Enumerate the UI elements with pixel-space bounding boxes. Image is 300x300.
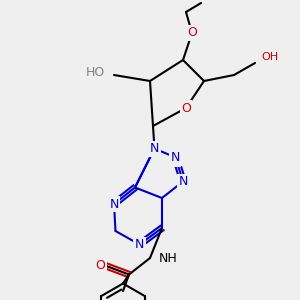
Text: O: O: [181, 101, 191, 115]
Text: N: N: [172, 151, 182, 164]
Text: O: O: [96, 259, 105, 272]
Text: OH: OH: [261, 52, 278, 62]
Text: N: N: [178, 175, 188, 188]
Text: HO: HO: [86, 65, 105, 79]
Text: NH: NH: [159, 251, 178, 265]
Text: N: N: [109, 197, 119, 211]
Text: N: N: [171, 152, 180, 166]
Text: N: N: [150, 142, 159, 155]
Text: N: N: [150, 142, 159, 155]
Text: N: N: [135, 238, 144, 251]
Text: N: N: [171, 151, 180, 164]
Text: O: O: [187, 26, 197, 40]
